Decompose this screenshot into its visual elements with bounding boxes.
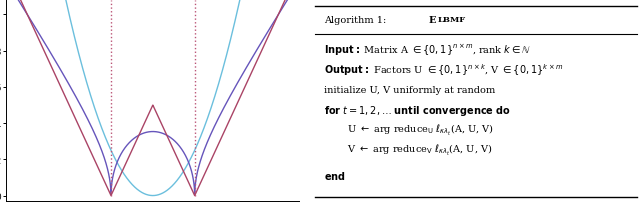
- Text: initialize U, V uniformly at random: initialize U, V uniformly at random: [324, 85, 495, 95]
- Text: LBMF: LBMF: [438, 16, 466, 24]
- Text: $\mathbf{end}$: $\mathbf{end}$: [324, 169, 346, 181]
- Text: $\mathbf{Input:}$ Matrix A $\in \{0,1\}^{n \times m}$, rank $k \in \mathbb{N}$: $\mathbf{Input:}$ Matrix A $\in \{0,1\}^…: [324, 42, 532, 58]
- Text: E: E: [429, 16, 436, 24]
- Text: $\mathbf{Output:}$ Factors U $\in \{0,1\}^{n \times k}$, V $\in \{0,1\}^{k \time: $\mathbf{Output:}$ Factors U $\in \{0,1\…: [324, 62, 564, 78]
- Text: $\mathbf{for}$ $t = 1, 2, \ldots$ $\mathbf{until\ convergence\ do}$: $\mathbf{for}$ $t = 1, 2, \ldots$ $\math…: [324, 103, 511, 117]
- Text: Algorithm 1:: Algorithm 1:: [324, 16, 390, 24]
- Text: V $\leftarrow$ arg reduce$_\mathrm{V}$ $\ell_{\kappa\lambda_t}$(A, U, V): V $\leftarrow$ arg reduce$_\mathrm{V}$ $…: [347, 142, 492, 158]
- Text: U $\leftarrow$ arg reduce$_\mathrm{U}$ $\ell_{\kappa\lambda_t}$(A, U, V): U $\leftarrow$ arg reduce$_\mathrm{U}$ $…: [347, 122, 494, 138]
